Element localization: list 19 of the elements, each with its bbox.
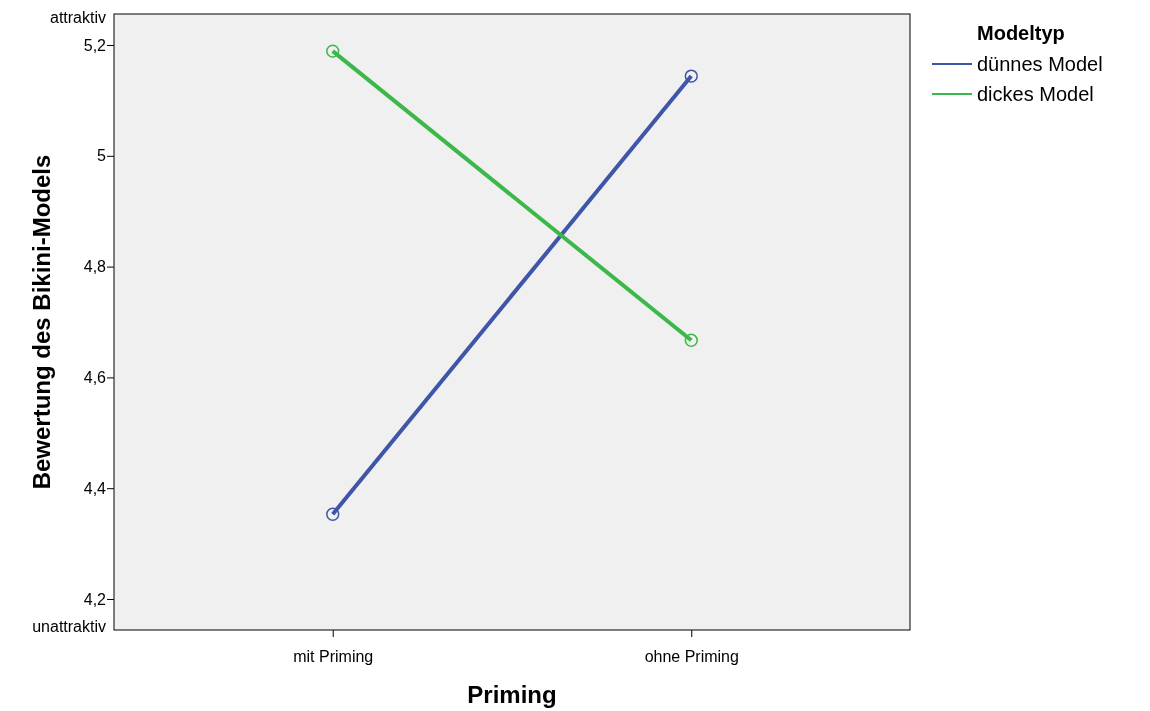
x-tick-label: mit Priming <box>293 648 374 666</box>
legend-label: dickes Model <box>977 83 1094 105</box>
y-tick-label: attraktiv <box>49 9 106 27</box>
legend-label: dünnes Model <box>977 53 1103 75</box>
y-tick-label: 5,2 <box>83 36 107 54</box>
y-tick-label: unattraktiv <box>32 618 106 636</box>
point <box>684 333 698 347</box>
point <box>326 507 340 521</box>
y-tick-label: 4,2 <box>83 590 107 608</box>
y-tick-label: 4,8 <box>83 258 107 276</box>
y-axis-title: Bewertung des Bikini-Models <box>28 154 55 490</box>
point <box>326 44 340 58</box>
point <box>684 69 698 83</box>
y-tick-label: 4,4 <box>83 479 107 497</box>
y-tick-label: 5 <box>97 147 107 165</box>
y-tick-label: 4,6 <box>83 369 107 387</box>
x-tick-label: ohne Priming <box>644 648 739 666</box>
x-axis-title: Priming <box>467 681 557 708</box>
legend-title: Modeltyp <box>977 22 1065 44</box>
